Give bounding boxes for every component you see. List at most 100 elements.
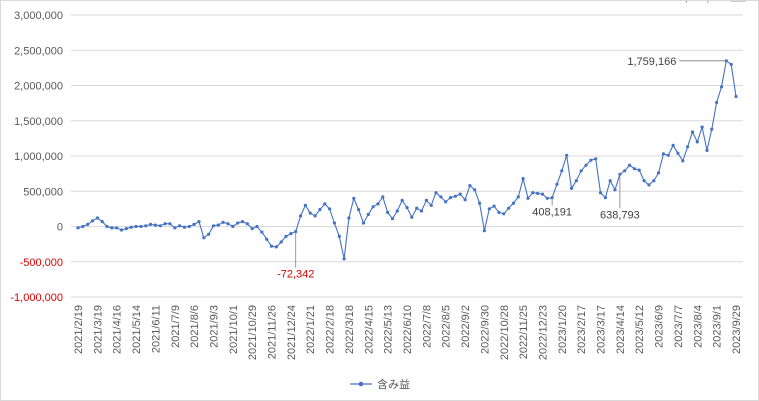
data-point — [661, 152, 666, 156]
data-point — [686, 145, 690, 149]
data-point — [647, 183, 651, 187]
data-point — [260, 230, 264, 234]
data-point — [608, 179, 612, 183]
data-point — [410, 215, 414, 219]
x-tick-label: 2022/9/30 — [479, 305, 491, 354]
data-point — [613, 188, 617, 192]
legend-point-marker — [358, 381, 364, 387]
data-point — [671, 143, 675, 147]
data-point — [700, 125, 704, 129]
data-point — [579, 169, 583, 173]
data-label: 1,843,546 — [679, 1, 728, 4]
data-point — [521, 177, 525, 181]
data-point — [710, 127, 714, 131]
data-point — [366, 212, 370, 217]
data-point — [255, 224, 259, 229]
data-point — [419, 209, 424, 213]
data-point — [245, 222, 249, 226]
data-point — [545, 196, 549, 200]
data-point — [390, 217, 395, 221]
data-point — [623, 169, 627, 173]
legend-series-name: 含み益 — [377, 377, 410, 391]
data-point — [453, 194, 457, 198]
data-point — [628, 163, 632, 167]
data-point — [294, 230, 298, 234]
data-point — [482, 229, 486, 233]
x-tick-label: 2022/6/10 — [402, 305, 414, 354]
data-label: 638,793 — [600, 209, 640, 221]
data-point — [352, 196, 356, 200]
x-tick-label: 2022/1/21 — [305, 305, 317, 354]
data-point — [361, 221, 366, 225]
x-tick-label: 2022/8/5 — [441, 305, 453, 348]
data-point — [550, 196, 554, 200]
data-point — [463, 198, 467, 202]
data-point — [178, 224, 182, 228]
x-tick-label: 2021/11/26 — [267, 305, 279, 359]
data-point — [598, 191, 603, 195]
data-point — [95, 216, 99, 220]
y-axis-tick-labels: 3,000,000 2,500,000 2,000,000 1,500,000 1,00… — [10, 10, 63, 304]
data-point — [207, 232, 211, 236]
data-point — [371, 205, 375, 209]
data-point — [173, 226, 177, 230]
data-point — [444, 200, 448, 204]
y-tick-label: -500,000 — [20, 257, 63, 269]
x-tick-label: 2023/4/14 — [615, 305, 627, 354]
data-point — [269, 244, 274, 248]
data-point — [187, 224, 191, 229]
x-tick-label: 2023/3/17 — [596, 305, 608, 354]
data-point — [158, 224, 162, 228]
x-tick-label: 2023/2/17 — [576, 305, 588, 354]
data-point — [86, 222, 90, 226]
data-label: 408,191 — [532, 207, 572, 219]
data-point — [405, 205, 409, 210]
data-point — [516, 195, 520, 199]
data-point — [657, 171, 661, 175]
data-point — [124, 227, 128, 231]
data-point — [221, 220, 225, 224]
x-tick-label: 2021/8/6 — [189, 305, 201, 348]
data-point — [90, 219, 95, 223]
data-point — [632, 167, 637, 171]
data-point — [468, 184, 472, 188]
data-point — [729, 62, 733, 66]
data-label: 1,759,166 — [627, 56, 676, 68]
data-point — [458, 192, 462, 196]
data-point — [134, 224, 138, 229]
data-point — [289, 232, 293, 236]
data-point — [439, 195, 443, 199]
data-label: -72,342 — [277, 269, 314, 281]
data-point — [323, 202, 327, 206]
data-point — [168, 222, 172, 226]
data-point — [265, 237, 269, 241]
data-point — [415, 206, 419, 210]
x-tick-label: 2023/1/20 — [557, 305, 569, 354]
x-tick-label: 2021/6/11 — [150, 305, 162, 353]
x-tick-label: 2023/9/1 — [712, 305, 724, 348]
x-tick-label: 2021/5/14 — [131, 305, 143, 354]
x-tick-label: 2022/11/25 — [518, 305, 530, 359]
data-point — [569, 186, 574, 190]
data-point — [603, 196, 608, 200]
data-point — [279, 240, 283, 244]
data-point — [507, 206, 511, 210]
data-point — [240, 220, 245, 224]
y-tick-label: 2,000,000 — [14, 81, 63, 93]
x-tick-label: 2023/8/4 — [692, 305, 704, 348]
data-point — [386, 210, 390, 214]
data-point — [299, 214, 303, 218]
data-point — [197, 220, 201, 224]
data-point — [236, 221, 240, 225]
x-tick-label: 2022/7/8 — [421, 305, 433, 348]
series-line-path — [77, 59, 737, 260]
y-tick-label: 1,000,000 — [14, 151, 63, 163]
x-tick-label: 2022/4/15 — [363, 305, 375, 354]
data-point — [540, 192, 545, 196]
y-tick-label: 2,500,000 — [14, 45, 63, 57]
data-point — [511, 201, 515, 205]
data-point — [284, 234, 288, 238]
data-point — [424, 198, 428, 202]
data-point — [618, 172, 622, 176]
